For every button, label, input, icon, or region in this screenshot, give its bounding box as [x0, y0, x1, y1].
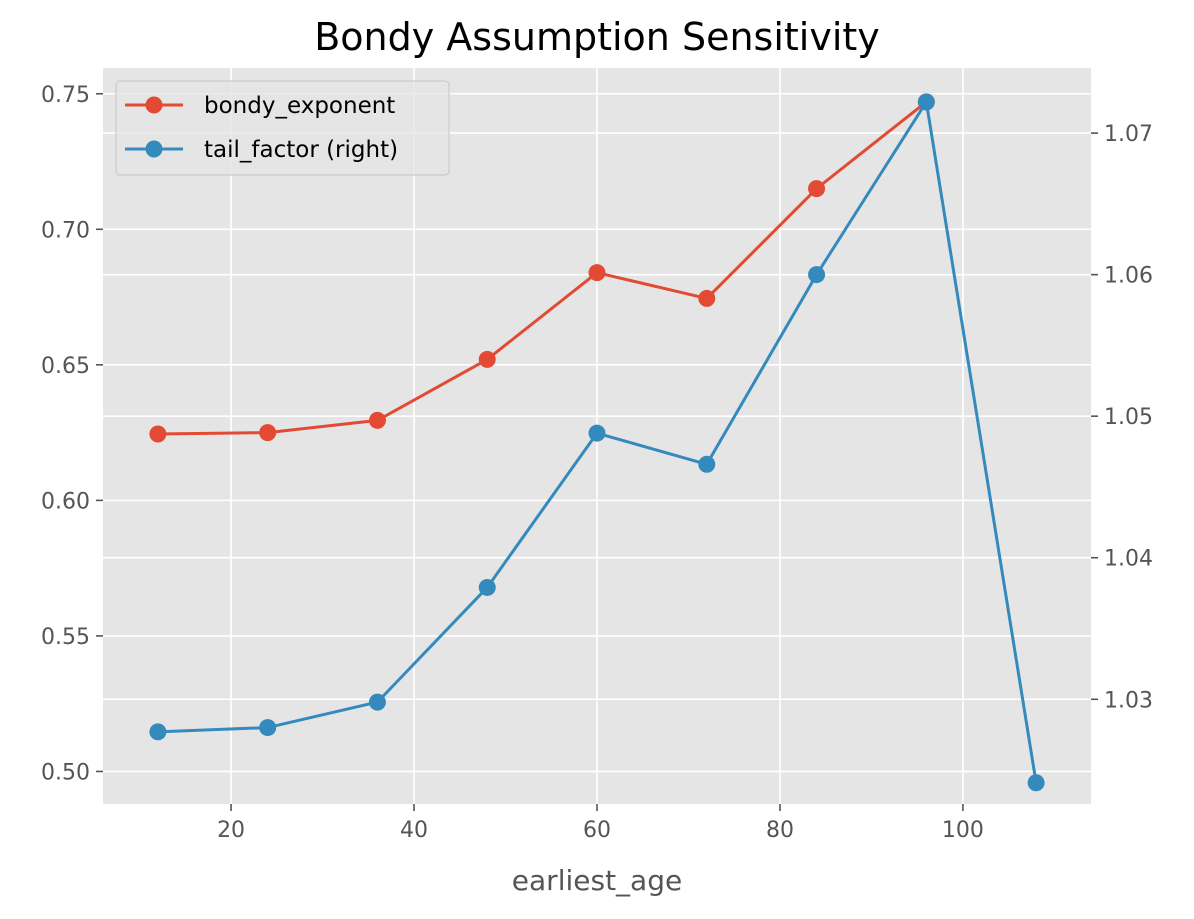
data-point: [588, 424, 606, 442]
y2-tick-label: 1.05: [1104, 405, 1153, 430]
y-tick-label: 0.70: [41, 218, 90, 243]
y-tick-label: 0.50: [41, 760, 90, 785]
x-tick-label: 20: [217, 818, 245, 843]
x-tick-label: 80: [766, 818, 794, 843]
data-point: [259, 424, 277, 442]
data-point: [478, 350, 496, 368]
legend-label: bondy_exponent: [204, 93, 395, 119]
legend-marker: [145, 140, 163, 158]
data-point: [368, 411, 386, 429]
series-0: [149, 93, 935, 443]
legend-label: tail_factor (right): [204, 137, 398, 163]
x-axis-ticks: 20 40 60 80 100: [217, 804, 984, 843]
y2-tick-label: 1.03: [1104, 688, 1153, 713]
right-y-axis-ticks: 1.03 1.04 1.05 1.06 1.07: [1091, 122, 1153, 713]
data-point: [259, 719, 277, 737]
data-point: [698, 455, 716, 473]
data-point: [149, 425, 167, 443]
legend-box: [115, 80, 450, 176]
legend-item: tail_factor (right): [125, 137, 398, 163]
data-point: [917, 93, 935, 111]
data-point: [149, 723, 167, 741]
data-point: [1027, 774, 1045, 792]
y2-tick-label: 1.07: [1104, 122, 1153, 147]
data-point: [368, 693, 386, 711]
series-1: [149, 93, 1045, 792]
chart-title: Bondy Assumption Sensitivity: [314, 15, 880, 59]
x-axis-label: earliest_age: [512, 864, 682, 897]
data-point: [808, 266, 826, 284]
data-point: [478, 578, 496, 596]
legend-marker: [145, 96, 163, 114]
series-line: [157, 100, 928, 436]
y2-tick-label: 1.04: [1104, 547, 1153, 572]
legend: bondy_exponent tail_factor (right): [115, 80, 450, 176]
y-tick-label: 0.65: [41, 354, 90, 379]
x-tick-label: 60: [583, 818, 611, 843]
legend-item: bondy_exponent: [125, 93, 395, 119]
y-tick-label: 0.75: [41, 83, 90, 108]
y-tick-label: 0.60: [41, 489, 90, 514]
y-tick-label: 0.55: [41, 625, 90, 650]
data-point: [698, 289, 716, 307]
series-layer: [149, 93, 1045, 792]
x-tick-label: 100: [942, 818, 984, 843]
y2-tick-label: 1.06: [1104, 264, 1153, 289]
x-tick-label: 40: [400, 818, 428, 843]
left-y-axis-ticks: 0.50 0.55 0.60 0.65 0.70 0.75: [41, 83, 103, 785]
data-point: [808, 180, 826, 198]
data-point: [588, 264, 606, 282]
